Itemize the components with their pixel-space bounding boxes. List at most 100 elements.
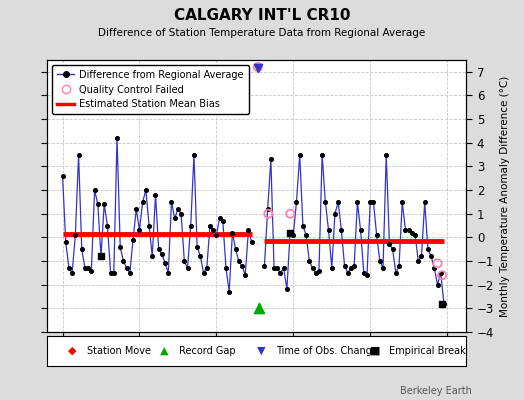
Point	[430, 265, 439, 271]
Point	[254, 64, 262, 70]
Text: CALGARY INT'L CR10: CALGARY INT'L CR10	[174, 8, 350, 23]
Point	[312, 270, 320, 276]
Point	[177, 210, 185, 217]
Point	[438, 272, 446, 278]
Point	[141, 187, 150, 193]
Point	[436, 270, 445, 276]
Point	[232, 246, 240, 252]
Point	[286, 230, 294, 236]
Point	[424, 246, 432, 252]
Point	[206, 222, 214, 229]
Point	[238, 262, 246, 269]
Point	[401, 227, 410, 234]
Point	[222, 265, 230, 271]
Point	[289, 232, 298, 238]
Point	[264, 210, 272, 217]
Point	[260, 262, 269, 269]
Point	[235, 258, 243, 264]
Point	[97, 253, 105, 260]
Point	[408, 230, 416, 236]
Text: Empirical Break: Empirical Break	[389, 346, 465, 356]
Text: ■: ■	[370, 346, 380, 356]
Point	[440, 300, 448, 307]
Point	[395, 262, 403, 269]
Point	[433, 282, 442, 288]
Point	[414, 258, 422, 264]
Point	[116, 244, 124, 250]
Point	[164, 270, 172, 276]
Point	[225, 288, 233, 295]
Legend: Difference from Regional Average, Quality Control Failed, Estimated Station Mean: Difference from Regional Average, Qualit…	[52, 65, 248, 114]
Point	[267, 156, 275, 162]
Point	[438, 300, 446, 307]
Point	[193, 244, 201, 250]
Point	[190, 152, 198, 158]
Point	[405, 227, 413, 234]
Point	[61, 239, 70, 245]
Text: Time of Obs. Change: Time of Obs. Change	[276, 346, 377, 356]
Point	[180, 258, 189, 264]
Point	[350, 262, 358, 269]
Point	[74, 152, 83, 158]
Point	[100, 201, 108, 208]
Point	[279, 265, 288, 271]
Point	[286, 230, 294, 236]
Point	[324, 227, 333, 234]
Point	[183, 265, 192, 271]
Point	[199, 270, 208, 276]
Point	[334, 199, 342, 205]
Text: Record Gap: Record Gap	[179, 346, 236, 356]
Text: Station Move: Station Move	[87, 346, 151, 356]
Point	[126, 270, 134, 276]
Point	[170, 215, 179, 222]
Point	[103, 222, 112, 229]
Point	[78, 246, 86, 252]
Point	[337, 227, 345, 234]
Point	[417, 253, 425, 260]
Point	[203, 265, 211, 271]
Text: Difference of Station Temperature Data from Regional Average: Difference of Station Temperature Data f…	[99, 28, 425, 38]
Point	[158, 251, 166, 257]
Point	[113, 135, 121, 141]
Point	[187, 222, 195, 229]
Point	[119, 258, 128, 264]
Point	[347, 265, 355, 271]
Point	[255, 305, 263, 312]
Point	[270, 265, 278, 271]
Point	[305, 258, 313, 264]
Text: ▼: ▼	[257, 346, 265, 356]
Point	[427, 253, 435, 260]
Point	[110, 270, 118, 276]
Point	[328, 265, 336, 271]
Point	[299, 222, 307, 229]
Point	[286, 210, 294, 217]
Point	[315, 267, 323, 274]
Point	[398, 199, 407, 205]
Point	[318, 152, 326, 158]
Point	[391, 270, 400, 276]
Point	[228, 230, 237, 236]
Point	[356, 227, 365, 234]
Point	[174, 206, 182, 212]
Point	[385, 241, 394, 248]
Point	[369, 199, 378, 205]
Point	[71, 232, 80, 238]
Point	[161, 260, 169, 267]
Point	[212, 232, 221, 238]
Text: ▲: ▲	[160, 346, 169, 356]
Point	[167, 199, 176, 205]
Point	[241, 272, 249, 278]
Point	[90, 187, 99, 193]
Point	[135, 227, 144, 234]
Point	[87, 267, 95, 274]
Point	[433, 260, 442, 267]
Point	[296, 152, 304, 158]
Point	[376, 258, 384, 264]
Point	[411, 232, 419, 238]
Point	[84, 265, 92, 271]
Point	[209, 227, 217, 234]
Point	[302, 232, 310, 238]
Point	[382, 152, 390, 158]
Point	[353, 199, 362, 205]
Point	[244, 227, 253, 234]
